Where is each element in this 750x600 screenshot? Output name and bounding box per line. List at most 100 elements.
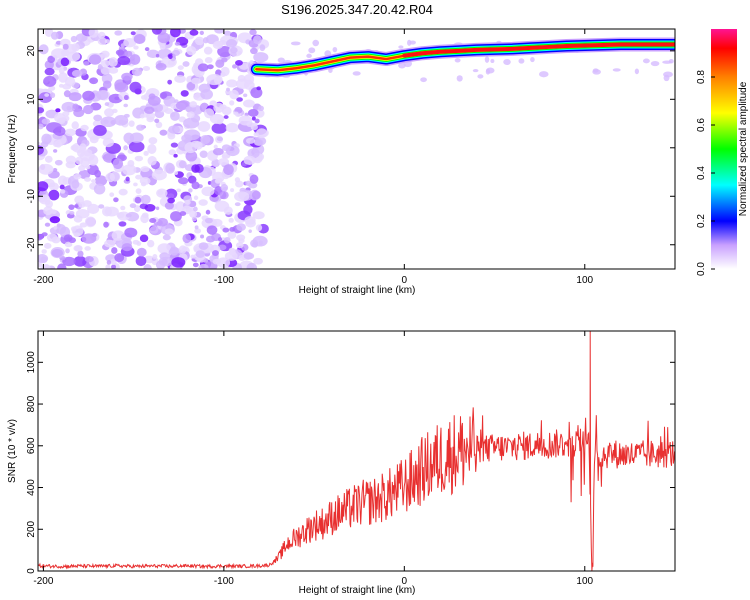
noise-blob (46, 122, 62, 133)
noise-blob (136, 124, 145, 131)
noise-blob (38, 233, 44, 241)
noise-blob (136, 241, 142, 246)
x-tick-label: 100 (576, 275, 593, 286)
noise-blob (245, 180, 252, 187)
snr-y-ticks: 0 200 400 600 800 1000 (26, 351, 675, 574)
noise-blob (246, 262, 257, 269)
noise-blob (249, 29, 257, 36)
noise-blob (251, 190, 261, 200)
noise-blob (68, 204, 75, 210)
noise-blob (149, 217, 157, 223)
noise-blob (187, 175, 197, 184)
noise-blob (213, 40, 223, 47)
noise-blob (125, 213, 132, 218)
noise-blob (173, 153, 178, 158)
noise-blob (205, 235, 215, 243)
noise-blob (186, 111, 195, 119)
noise-blob (73, 255, 87, 267)
noise-blob (147, 239, 155, 248)
ridge-core (402, 42, 675, 58)
noise-blobs (38, 29, 674, 269)
noise-blob (155, 206, 160, 211)
noise-blob (258, 105, 264, 112)
noise-blob (214, 178, 222, 184)
noise-blob (140, 194, 151, 205)
noise-blob (650, 60, 660, 67)
noise-blob (66, 105, 72, 111)
noise-blob (251, 116, 256, 121)
noise-blob (41, 263, 51, 269)
noise-blob (41, 249, 47, 254)
noise-blob (189, 101, 198, 108)
noise-blob (93, 183, 106, 195)
noise-blob (222, 227, 230, 233)
noise-blob (236, 242, 244, 249)
noise-blob (118, 188, 128, 196)
noise-blob (217, 45, 232, 58)
noise-blob (68, 92, 82, 102)
chart-title: S196.2025.347.20.42.R04 (281, 2, 433, 17)
noise-blob (106, 260, 112, 265)
noise-blob (177, 177, 189, 185)
noise-blob (171, 257, 186, 268)
noise-blob (159, 129, 168, 136)
noise-blob (58, 67, 65, 74)
noise-blob (204, 56, 213, 64)
x-tick-label: -100 (214, 275, 234, 286)
noise-blob (203, 46, 213, 55)
noise-blob (155, 53, 160, 58)
heatmap-x-ticks: -200 -100 0 100 (33, 29, 594, 286)
noise-blob (250, 47, 258, 55)
noise-blob (104, 239, 116, 248)
noise-blob (121, 243, 133, 252)
noise-blob (197, 121, 211, 132)
noise-blob (78, 169, 91, 179)
noise-blob (120, 43, 125, 48)
noise-blob (245, 137, 256, 144)
noise-blob (55, 224, 67, 235)
noise-blob (38, 262, 43, 268)
noise-blob (112, 158, 124, 170)
noise-blob (50, 92, 56, 99)
noise-blob (243, 155, 256, 165)
noise-blob (205, 209, 211, 215)
noise-blob (168, 54, 173, 60)
y-tick-label: 800 (26, 395, 37, 412)
noise-blob (71, 69, 83, 78)
noise-blob (89, 77, 99, 85)
noise-blob (98, 204, 105, 209)
noise-blob (62, 256, 76, 267)
noise-blob (53, 149, 58, 153)
noise-blob (215, 59, 225, 68)
noise-blob (64, 241, 73, 248)
noise-blob (83, 149, 93, 157)
noise-blob (44, 93, 50, 97)
noise-blob (43, 75, 57, 87)
noise-blob (139, 234, 149, 243)
noise-blob (63, 234, 73, 242)
noise-blob (88, 154, 99, 166)
noise-blob (133, 34, 146, 44)
noise-blob (236, 234, 246, 241)
noise-blob (177, 65, 184, 70)
noise-blob (235, 180, 244, 188)
noise-blob (54, 113, 66, 123)
noise-blob (214, 29, 225, 34)
noise-blob (92, 233, 98, 238)
noise-blob (161, 258, 168, 265)
noise-blob (49, 182, 56, 188)
noise-blob (170, 211, 182, 222)
noise-blob (156, 217, 168, 227)
noise-blob (193, 195, 199, 201)
noise-blob (70, 35, 78, 43)
noise-blob (51, 48, 67, 59)
noise-blob (407, 39, 412, 46)
noise-blob (253, 257, 263, 265)
noise-blob (116, 212, 125, 219)
noise-blob (203, 108, 215, 119)
noise-blob (194, 225, 199, 230)
noise-blob (159, 44, 166, 50)
noise-blob (221, 144, 232, 152)
noise-blob (253, 35, 262, 45)
noise-blob (110, 264, 117, 269)
